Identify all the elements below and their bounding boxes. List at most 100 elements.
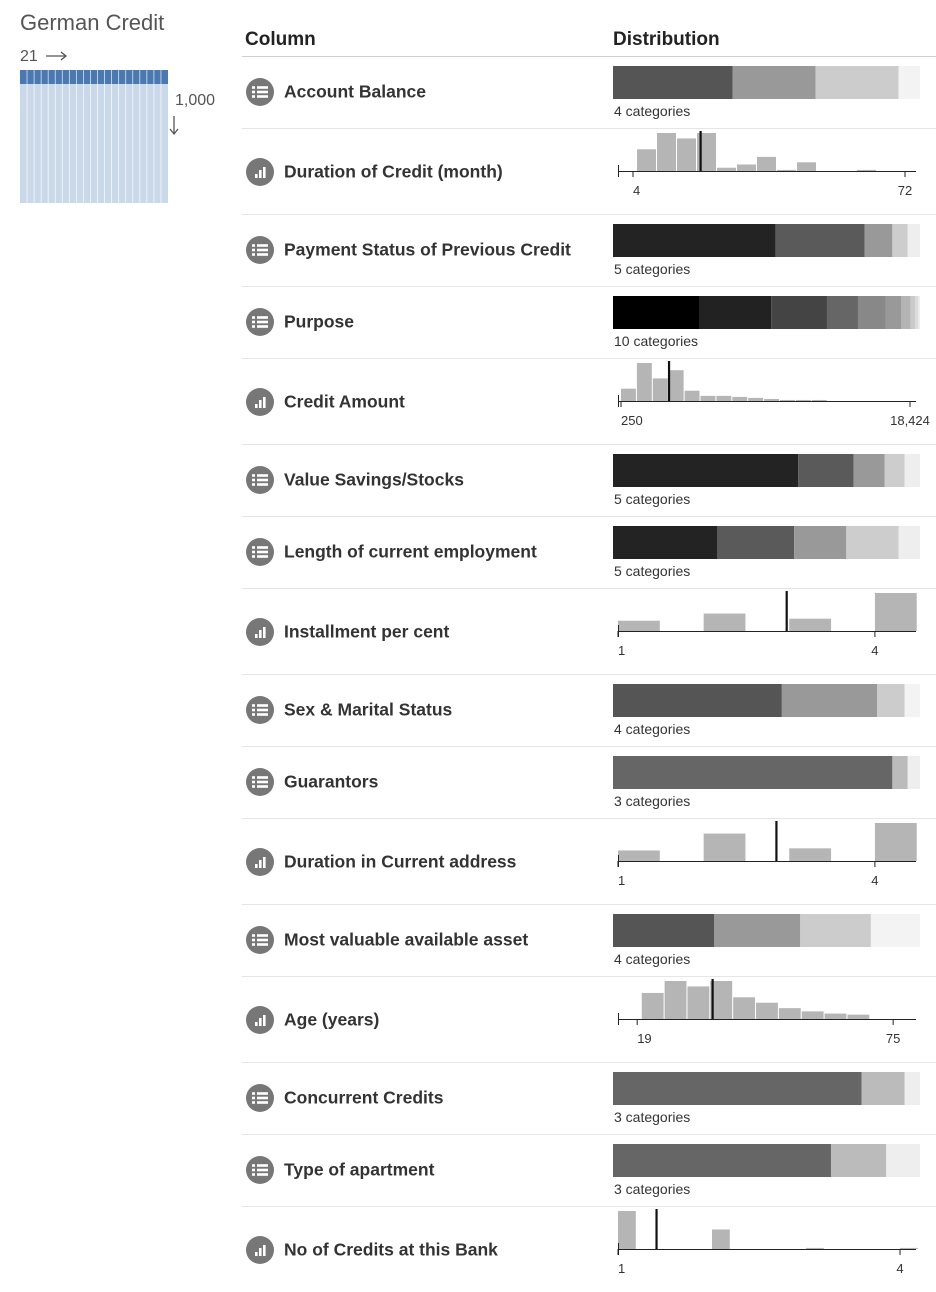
- category-segment: [904, 684, 920, 717]
- category-segment: [826, 296, 858, 329]
- icon-line: [257, 248, 268, 252]
- icon-dot: [252, 483, 255, 486]
- icon-line: [257, 934, 268, 937]
- histogram-bar: [857, 169, 876, 171]
- category-segment: [613, 296, 700, 329]
- row: Concurrent Credits 3 categories: [242, 1072, 936, 1135]
- icon-dot: [252, 546, 255, 549]
- icon-dot: [252, 474, 255, 477]
- icon-dot: [252, 95, 255, 98]
- category-segment: [717, 526, 795, 559]
- icon-bar: [255, 1252, 258, 1256]
- icon-dot: [252, 478, 255, 482]
- icon-dot: [252, 316, 255, 319]
- row-count: 1,000: [175, 92, 215, 109]
- icon-line: [257, 785, 268, 788]
- icon-line: [257, 478, 268, 482]
- histogram-bar: [874, 823, 917, 861]
- row: Most valuable available asset 4 categorie…: [242, 914, 936, 977]
- histogram-bar: [717, 167, 736, 171]
- category-count: 3 categories: [614, 793, 690, 809]
- histogram-bar: [712, 1229, 730, 1249]
- icon-line: [257, 90, 268, 94]
- category-count: 10 categories: [614, 333, 698, 349]
- icon-line: [257, 708, 268, 712]
- histogram-bar: [789, 848, 832, 861]
- icon-dot: [252, 713, 255, 716]
- category-segment: [794, 526, 847, 559]
- icon-dot: [252, 86, 255, 89]
- icon-dot: [252, 704, 255, 707]
- histogram-bar: [764, 398, 780, 401]
- category-segment: [857, 296, 886, 329]
- histogram-bar: [657, 133, 676, 171]
- icon-bar: [263, 397, 266, 408]
- icon-dot: [252, 1092, 255, 1095]
- histogram-bar: [700, 395, 716, 401]
- histogram-bar: [684, 390, 700, 401]
- category-segment: [613, 66, 733, 99]
- category-segment: [853, 454, 885, 487]
- table-thumbnail: [20, 70, 168, 203]
- row: Age (years) 19 75: [242, 979, 936, 1063]
- row: Purpose 10 categories: [242, 296, 936, 359]
- category-segment: [910, 296, 916, 329]
- category-segment: [907, 756, 920, 789]
- icon-dot: [252, 776, 255, 779]
- icon-bar: [259, 860, 262, 868]
- column-name: Purpose: [284, 312, 354, 332]
- category-segment: [884, 454, 905, 487]
- column-name: Payment Status of Previous Credit: [284, 240, 571, 260]
- histogram-bar: [618, 850, 660, 861]
- category-segment: [732, 66, 816, 99]
- category-count: 4 categories: [614, 951, 690, 967]
- icon-line: [257, 943, 268, 946]
- row: Value Savings/Stocks 5 categories: [242, 454, 936, 517]
- column-name: Duration of Credit (month): [284, 162, 503, 182]
- icon-bar: [259, 170, 262, 178]
- icon-line: [257, 1101, 268, 1104]
- icon-dot: [252, 1168, 255, 1172]
- category-segment: [613, 526, 718, 559]
- column-name: Most valuable available asset: [284, 930, 528, 950]
- column-name: Sex & Marital Status: [284, 700, 453, 720]
- icon-dot: [252, 1096, 255, 1100]
- histogram-bar: [668, 370, 684, 401]
- histogram-bar: [697, 133, 716, 171]
- icon-line: [257, 776, 268, 779]
- histogram-bar: [636, 363, 652, 401]
- column-name: Length of current employment: [284, 542, 537, 562]
- icon-line: [257, 316, 268, 319]
- rows: Account Balance 4 categories Duration of C…: [242, 66, 936, 1276]
- category-segment: [798, 454, 854, 487]
- category-count: 5 categories: [614, 261, 690, 277]
- histogram-bar: [789, 618, 832, 631]
- row: Credit Amount 250 18,424: [242, 361, 936, 445]
- column-name: Credit Amount: [284, 392, 405, 412]
- axis-tick-label: 19: [637, 1031, 651, 1046]
- right-arrow: [46, 51, 68, 61]
- icon-line: [257, 550, 268, 554]
- histogram-bar: [677, 138, 696, 171]
- row: Account Balance 4 categories: [242, 66, 936, 129]
- icon-dot: [252, 708, 255, 712]
- category-segment: [613, 684, 782, 717]
- icon-bar: [263, 1245, 266, 1256]
- category-segment: [775, 224, 865, 257]
- category-segment: [864, 224, 893, 257]
- icon-bar: [259, 1248, 262, 1256]
- histogram-bar: [780, 399, 795, 401]
- icon-dot: [252, 550, 255, 554]
- histogram-bar: [757, 156, 776, 171]
- icon-dot: [252, 555, 255, 558]
- category-segment: [892, 224, 908, 257]
- histogram-bar: [797, 162, 816, 171]
- icon-line: [257, 1092, 268, 1095]
- icon-line: [257, 474, 268, 477]
- icon-bar: [263, 167, 266, 178]
- row: Installment per cent 1 4: [242, 591, 936, 675]
- icon-bar: [255, 404, 258, 408]
- icon-bar: [259, 630, 262, 638]
